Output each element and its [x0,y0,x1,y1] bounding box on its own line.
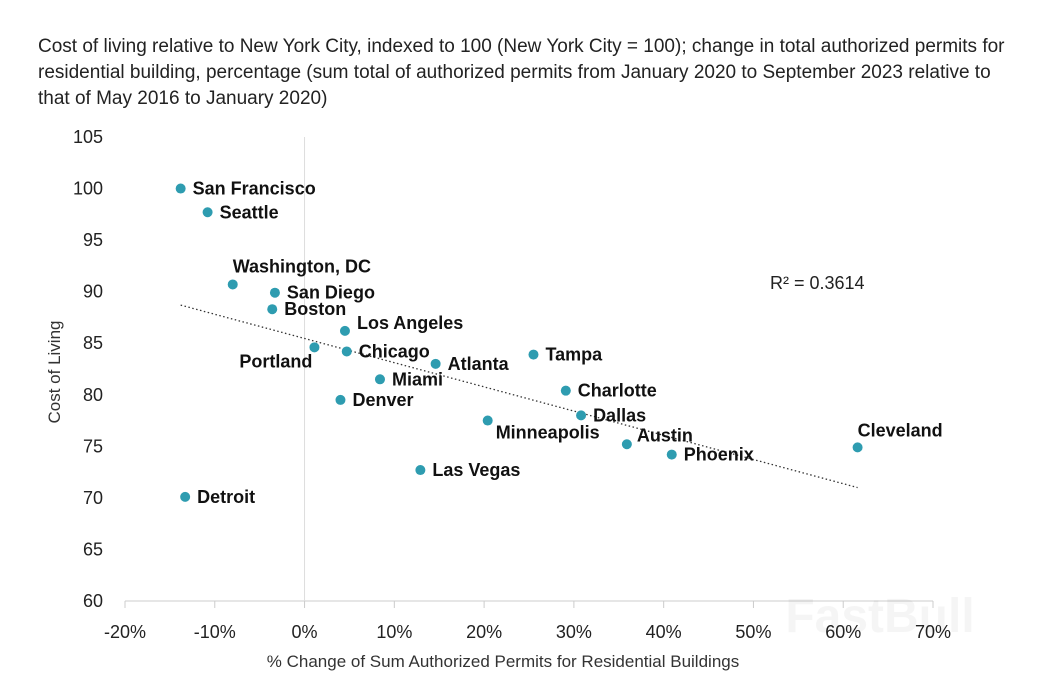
point-label: Washington, DC [233,256,371,276]
y-tick-label: 100 [73,179,103,199]
x-tick-label: 40% [646,622,682,642]
data-point [339,325,350,336]
point-label: Los Angeles [357,313,463,333]
point-label: Dallas [593,405,646,425]
x-tick-label: 50% [735,622,771,642]
x-axis-label: % Change of Sum Authorized Permits for R… [267,652,739,671]
y-tick-label: 70 [83,488,103,508]
data-point [227,279,238,290]
watermark: FastBull [785,590,974,643]
r-squared-annotation: R² = 0.3614 [770,273,865,293]
data-point [202,207,213,218]
x-tick-label: 60% [825,622,861,642]
x-tick-label: 30% [556,622,592,642]
point-label: Cleveland [858,420,943,440]
data-point [666,449,677,460]
chart-subtitle: Cost of living relative to New York City… [38,36,1005,109]
data-point [341,346,352,357]
data-point [576,410,587,421]
point-label: San Francisco [193,179,316,199]
y-axis-label: Cost of Living [45,321,64,424]
point-label: Seattle [220,202,279,222]
y-tick-label: 95 [83,230,103,250]
data-point [267,304,278,315]
point-label: Tampa [545,345,603,365]
x-tick-label: -10% [194,622,236,642]
data-point [415,465,426,476]
point-label: Chicago [359,341,430,361]
data-point [852,442,863,453]
point-label: Phoenix [684,445,754,465]
point-label: Atlanta [448,354,510,374]
point-label: Minneapolis [496,423,600,443]
y-tick-label: 105 [73,127,103,147]
point-label: San Diego [287,283,375,303]
point-label: Las Vegas [432,460,520,480]
data-point [482,415,493,426]
trendline [180,304,858,489]
x-tick-label: 20% [466,622,502,642]
point-label: Miami [392,369,443,389]
y-tick-label: 60 [83,591,103,611]
data-point [269,287,280,298]
data-point [430,358,441,369]
data-point [180,491,191,502]
data-point [374,374,385,385]
point-label: Boston [284,299,346,319]
data-point [175,183,186,194]
point-label: Austin [637,425,693,445]
point-label: Detroit [197,487,255,507]
y-tick-label: 75 [83,436,103,456]
data-point [621,439,632,450]
x-tick-label: 10% [376,622,412,642]
data-point [309,342,320,353]
data-point [335,394,346,405]
y-tick-label: 80 [83,385,103,405]
y-tick-label: 85 [83,333,103,353]
x-tick-label: 70% [915,622,951,642]
x-tick-label: -20% [104,622,146,642]
x-tick-label: 0% [292,622,318,642]
data-point [528,349,539,360]
y-tick-label: 65 [83,539,103,559]
data-point [560,385,571,396]
point-label: Portland [239,351,312,371]
point-label: Charlotte [578,381,657,401]
y-tick-label: 90 [83,282,103,302]
point-label: Denver [352,390,413,410]
